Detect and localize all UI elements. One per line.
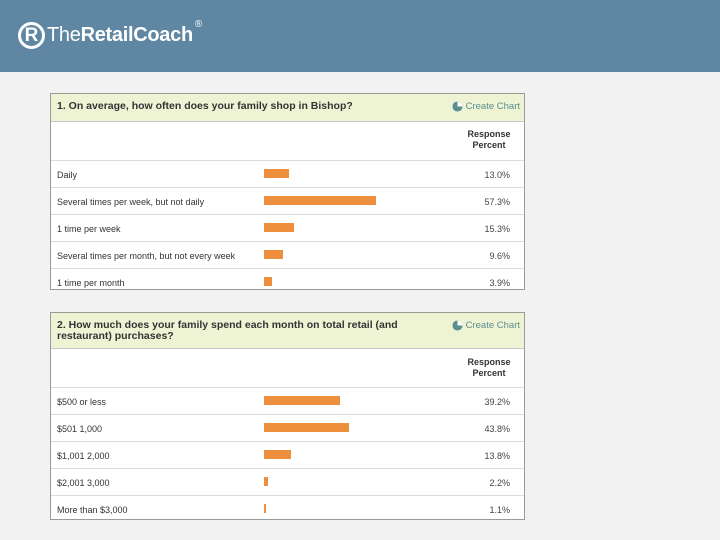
question-header: 1. On average, how often does your famil… [51,94,524,122]
answer-label: Several times per week, but not daily [57,197,205,207]
answer-label: $501 1,000 [57,424,103,434]
answer-label: $500 or less [57,397,107,407]
response-percent-value: 57.3% [484,197,510,207]
answer-label: Several times per month, but not every w… [57,251,236,261]
response-bar [264,196,376,205]
response-percent-header: Response Percent [467,129,511,150]
logo-text: TheRetailCoach ® [47,19,202,47]
response-percent-value: 15.3% [484,224,510,234]
survey-panel-1: 1. On average, how often does your famil… [50,93,525,290]
logo-prefix: The [47,23,81,46]
answer-label: Daily [57,170,78,180]
logo-mark-icon: R [18,21,45,49]
header-bar: R TheRetailCoach ® [0,0,720,72]
table-row: Several times per month, but not every w… [51,241,524,268]
question-title: 1. On average, how often does your famil… [57,100,353,112]
response-bar [264,396,341,405]
response-percent-value: 2.2% [489,478,510,488]
table-row: Several times per week, but not daily 57.… [51,187,524,214]
response-bar [264,423,350,432]
table-row: More than $3,000 1.1% [51,495,524,522]
answer-label: More than $3,000 [57,505,128,515]
logo-registered: ® [194,18,202,30]
table-row: $501 1,000 43.8% [51,414,524,441]
answer-label: 1 time per week [57,224,121,234]
table-row: $2,001 3,000 2.2% [51,468,524,495]
pie-chart-icon [452,320,463,331]
answer-label: $1,001 2,000 [57,451,110,461]
response-bar [264,477,269,486]
response-bar [264,223,294,232]
response-percent-header: Response Percent [467,357,511,378]
table-row: $1,001 2,000 13.8% [51,441,524,468]
table-row: $500 or less 39.2% [51,387,524,414]
response-bar [264,450,291,459]
response-bar [264,250,283,259]
answer-label: 1 time per month [57,278,125,288]
retailcoach-logo: R TheRetailCoach ® [18,17,202,53]
pie-chart-icon [452,101,463,112]
table-row: 1 time per month 3.9% [51,268,524,295]
table-row: 1 time per week 15.3% [51,214,524,241]
response-percent-value: 1.1% [489,505,510,515]
response-bar [264,277,272,286]
response-percent-value: 13.8% [484,451,510,461]
logo-bold: RetailCoach [80,23,194,46]
response-bar [264,169,290,178]
answer-label: $2,001 3,000 [57,478,110,488]
survey-panel-2: 2. How much does your family spend each … [50,312,525,520]
response-percent-value: 13.0% [484,170,510,180]
response-percent-value: 3.9% [489,278,510,288]
create-chart-label: Create Chart [465,320,520,331]
create-chart-label: Create Chart [465,101,520,112]
question-header: 2. How much does your family spend each … [51,313,524,349]
question-title: 2. How much does your family spend each … [57,319,398,342]
table-row: Daily 13.0% [51,160,524,187]
create-chart-link[interactable]: Create Chart [452,101,520,112]
response-percent-value: 43.8% [484,424,510,434]
create-chart-link[interactable]: Create Chart [452,320,520,331]
response-bar [264,504,267,513]
response-percent-value: 39.2% [484,397,510,407]
response-percent-value: 9.6% [489,251,510,261]
